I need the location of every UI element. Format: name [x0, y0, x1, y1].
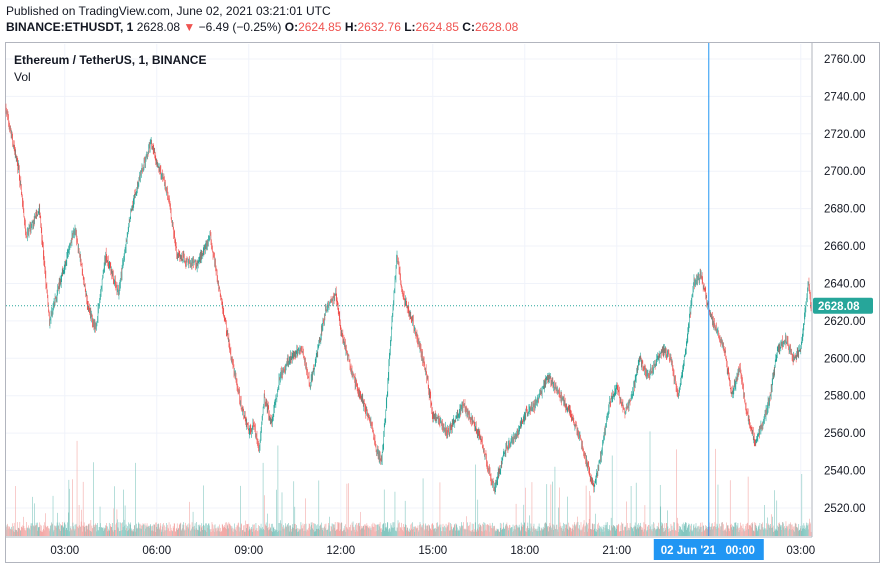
publish-info: Published on TradingView.com, June 02, 2…: [6, 4, 331, 18]
x-tick-label: 03:00: [50, 545, 79, 557]
x-tick-label: 12:00: [326, 545, 355, 557]
last-price: 2628.08: [136, 20, 181, 34]
high-label: H:: [344, 20, 358, 34]
symbol-quote-line: BINANCE:ETHUSDT, 1 2628.08 ▼ −6.49 (−0.2…: [6, 20, 518, 35]
x-tick-label: 18:00: [510, 545, 539, 557]
price-change: −6.49 (−0.25%): [198, 20, 282, 34]
time-axis[interactable]: 03:00 06:00 09:00 12:00 15:00 18:00 21:00 03:00: [50, 545, 815, 557]
y-tick-label: 2600.00: [824, 353, 866, 365]
series-legend-title: Ethereum / TetherUS, 1, BINANCE: [14, 53, 207, 67]
crosshair-time-tag: 02 Jun '21 00:00: [653, 539, 764, 560]
symbol-label: BINANCE:ETHUSDT, 1: [6, 20, 134, 34]
y-tick-label: 2640.00: [824, 278, 866, 290]
y-tick-label: 2720.00: [824, 129, 866, 141]
price-axis[interactable]: 2760.00 2740.00 2720.00 2700.00 2680.00 2660.…: [824, 54, 866, 515]
open-value: 2624.85: [298, 20, 342, 34]
crosshair-time-tag-text: 02 Jun '21 00:00: [661, 545, 755, 557]
low-value: 2624.85: [415, 20, 459, 34]
y-tick-label: 2700.00: [824, 166, 866, 178]
volume-legend-label: Vol: [14, 70, 31, 84]
grid: [6, 44, 811, 536]
x-tick-label: 21:00: [602, 545, 631, 557]
x-tick-label: 09:00: [234, 545, 263, 557]
x-tick-label: 03:00: [786, 545, 815, 557]
candles: [5, 103, 812, 495]
y-tick-label: 2580.00: [824, 391, 866, 403]
x-tick-label: 06:00: [142, 545, 171, 557]
close-value: 2628.08: [474, 20, 519, 34]
y-tick-label: 2740.00: [824, 91, 866, 103]
close-label: C:: [462, 20, 475, 34]
y-tick-label: 2660.00: [824, 241, 866, 253]
low-label: L:: [404, 20, 416, 34]
y-tick-label: 2520.00: [824, 503, 866, 515]
current-price-tag-text: 2628.08: [818, 301, 860, 313]
open-label: O:: [284, 20, 299, 34]
volume-bars: [5, 431, 812, 536]
y-tick-label: 2540.00: [824, 466, 866, 478]
y-tick-label: 2560.00: [824, 428, 866, 440]
current-price-tag: 2628.08: [813, 297, 873, 314]
down-arrow-icon: ▼: [183, 20, 196, 34]
y-tick-label: 2680.00: [824, 204, 866, 216]
y-tick-label: 2760.00: [824, 54, 866, 66]
high-value: 2632.76: [357, 20, 401, 34]
x-tick-label: 15:00: [418, 545, 447, 557]
chart-frame[interactable]: [5, 42, 880, 563]
y-tick-label: 2620.00: [824, 316, 866, 328]
